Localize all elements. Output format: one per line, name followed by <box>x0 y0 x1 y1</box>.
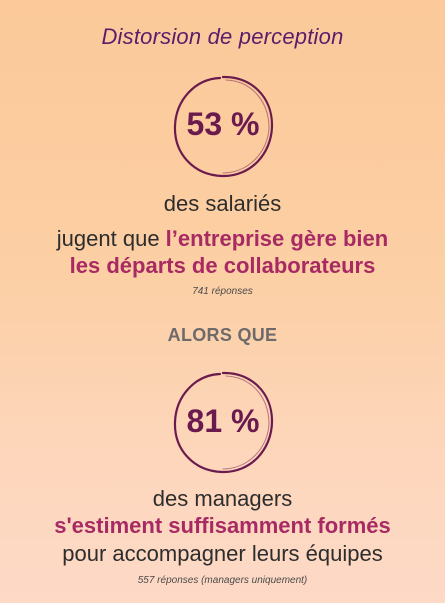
stat-2-line1: des managers <box>152 486 293 511</box>
stat-2-line2: s'estiment suffisamment formés <box>54 513 391 538</box>
stat-1-line2-prefix: jugent que <box>56 226 166 251</box>
separator-label: ALORS QUE <box>167 325 278 345</box>
stat-1-line3: les départs de collaborateurs <box>69 253 376 278</box>
stat-1-circle: 53 % <box>168 72 278 182</box>
page-title: Distorsion de perception <box>101 24 344 49</box>
stat-1-responses: 741 réponses <box>192 286 253 297</box>
stat-2-value: 81 % <box>186 403 260 439</box>
stat-1-line2-accent: l’entreprise gère bien <box>165 226 389 251</box>
brush-circle-icon <box>173 371 274 474</box>
stat-1-line2: jugent que l’entreprise gère bien <box>0 226 445 252</box>
stat-2-circle: 81 % <box>168 368 278 478</box>
stat-2-line3: pour accompagner leurs équipes <box>62 541 383 566</box>
stat-1-value: 53 % <box>186 106 260 142</box>
stat-1-line1: des salariés <box>163 191 282 216</box>
brush-circle-icon <box>173 75 274 178</box>
stat-2-responses: 557 réponses (managers uniquement) <box>137 575 308 586</box>
